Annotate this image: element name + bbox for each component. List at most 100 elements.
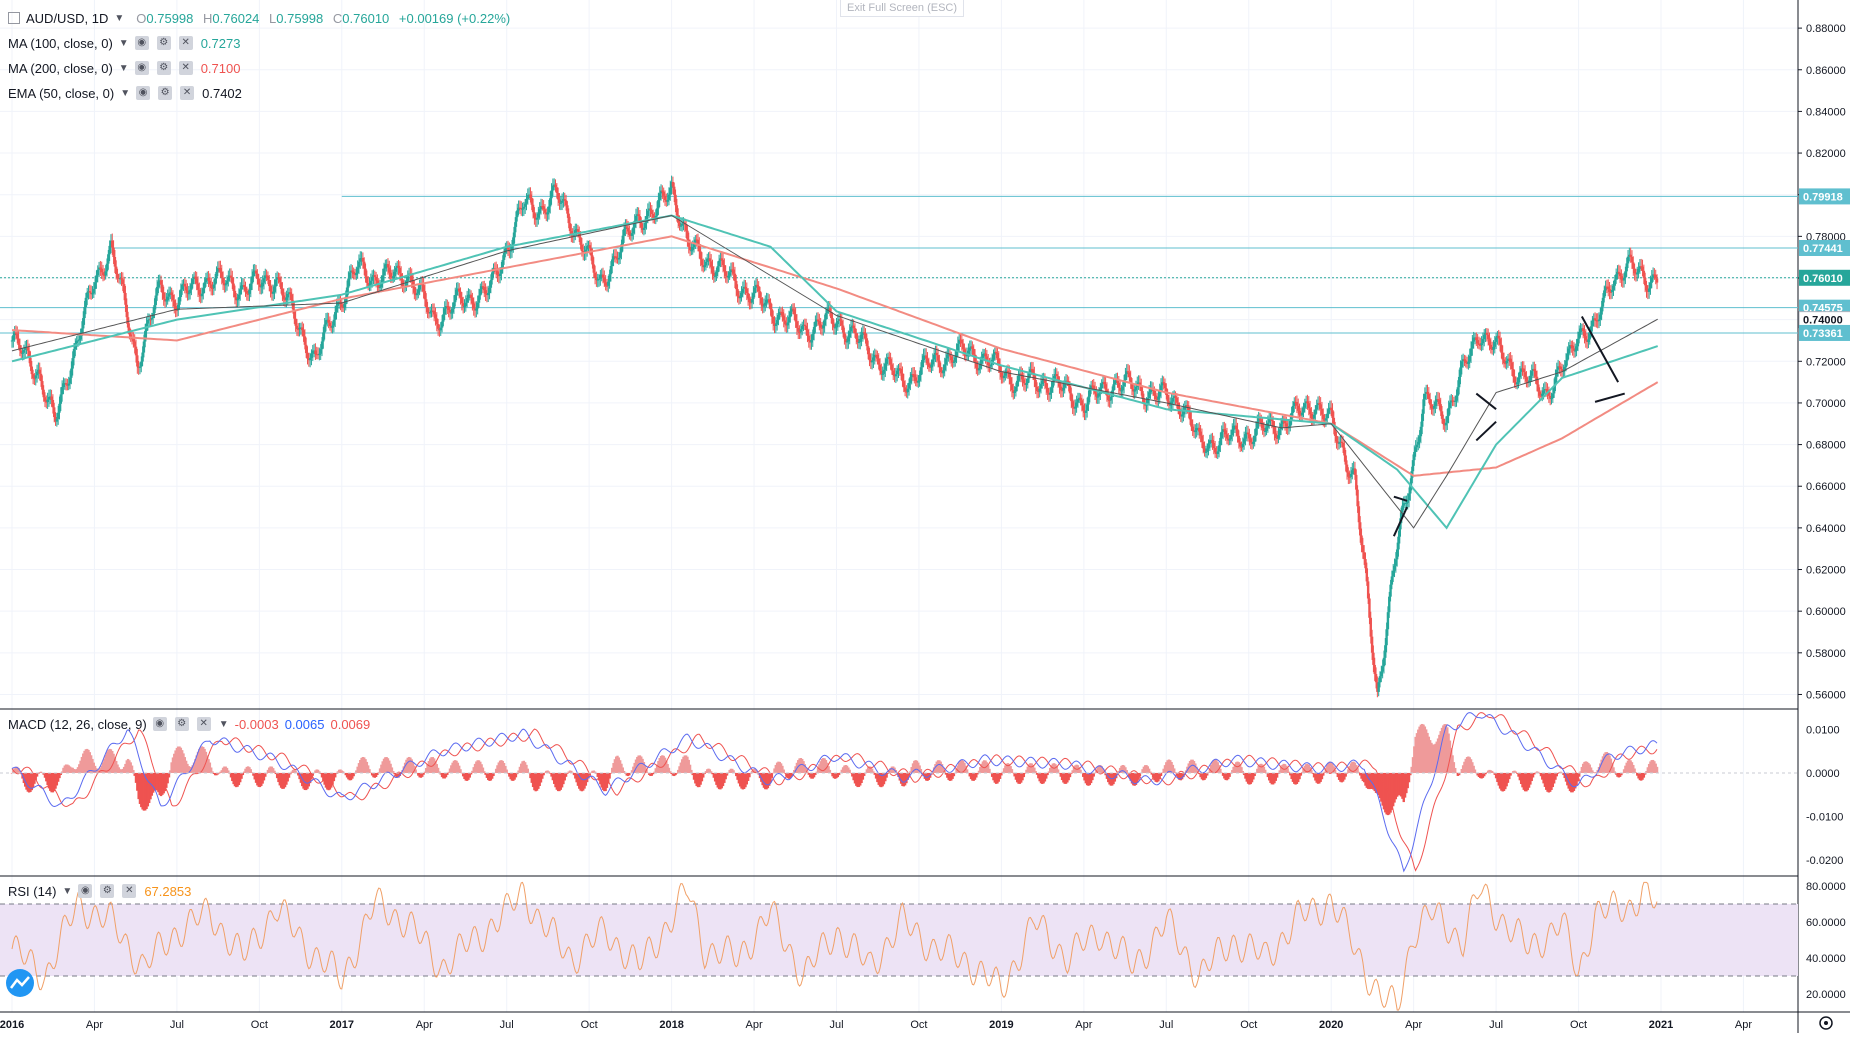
gear-icon[interactable]: ⚙ xyxy=(158,86,173,100)
candle-body xyxy=(328,322,332,327)
macd-histogram-bar xyxy=(1132,772,1135,786)
candle-body xyxy=(237,294,241,300)
macd-histogram-bar xyxy=(1378,772,1382,799)
macd-histogram-bar xyxy=(611,767,614,773)
candle-body xyxy=(1275,437,1279,439)
macd-histogram-bar xyxy=(539,772,543,783)
candle-body xyxy=(262,278,266,283)
settings-gear-icon[interactable] xyxy=(1819,1016,1833,1030)
indicator-label: MA (100, close, 0) xyxy=(8,35,113,51)
macd-histogram-bar xyxy=(1636,772,1639,776)
macd-histogram-bar xyxy=(279,772,283,788)
candle-body xyxy=(1599,314,1602,320)
candle-body xyxy=(954,357,957,362)
macd-histogram-bar xyxy=(1516,772,1519,774)
candle-body xyxy=(1610,289,1614,293)
macd-line xyxy=(11,712,1658,873)
candle-body xyxy=(1304,401,1308,404)
macd-histogram-bar xyxy=(147,772,151,804)
macd-histogram-bar xyxy=(1241,770,1245,773)
rsi-legend[interactable]: RSI (14) ▼ ◉ ⚙ ✕ 67.2853 xyxy=(8,881,191,901)
eye-icon[interactable]: ◉ xyxy=(136,86,151,100)
candle-body xyxy=(783,320,787,325)
chevron-down-icon[interactable]: ▼ xyxy=(62,885,73,897)
candle-body xyxy=(1159,385,1163,391)
macd-histogram-bar xyxy=(955,769,958,773)
close-icon[interactable]: ✕ xyxy=(178,36,193,50)
macd-histogram-bar xyxy=(277,772,280,783)
candle-body xyxy=(744,286,747,289)
candle-body xyxy=(537,213,540,218)
macd-histogram-bar xyxy=(92,762,95,773)
gear-icon[interactable]: ⚙ xyxy=(100,884,115,898)
macd-histogram-bar xyxy=(736,772,739,780)
symbol-title[interactable]: AUD/USD, 1D xyxy=(26,10,109,26)
macd-histogram-bar xyxy=(782,769,785,773)
candle-body xyxy=(1415,444,1419,448)
macd-histogram-bar xyxy=(158,772,161,796)
candle-body xyxy=(1583,331,1586,337)
candle-body xyxy=(1133,390,1136,392)
close-icon[interactable]: ✕ xyxy=(122,884,137,898)
candle-body xyxy=(444,306,448,309)
indicator-legend-ema50[interactable]: EMA (50, close, 0) ▼ ◉ ⚙ ✕ 0.7402 xyxy=(8,83,242,103)
candle-body xyxy=(975,361,978,368)
candle-body xyxy=(66,384,69,386)
candle-body xyxy=(1385,629,1388,646)
macd-histogram-bar xyxy=(1099,765,1102,773)
chevron-down-icon[interactable]: ▼ xyxy=(218,718,229,730)
chevron-down-icon[interactable]: ▼ xyxy=(118,62,129,74)
macd-histogram-bar xyxy=(617,757,621,773)
exit-fullscreen-button[interactable]: Exit Full Screen (ESC) xyxy=(840,0,965,17)
chevron-down-icon[interactable]: ▼ xyxy=(118,37,129,49)
close-icon[interactable]: ✕ xyxy=(180,86,195,100)
chevron-down-icon[interactable]: ▼ xyxy=(114,12,125,24)
candle-body xyxy=(1118,387,1122,391)
collapse-legend-icon[interactable] xyxy=(8,12,20,24)
macd-histogram-bar xyxy=(702,772,705,778)
macd-histogram-bar xyxy=(1166,760,1169,773)
candle-body xyxy=(913,374,916,378)
macd-histogram-bar xyxy=(1059,772,1062,777)
gear-icon[interactable]: ⚙ xyxy=(174,717,189,731)
eye-icon[interactable]: ◉ xyxy=(78,884,93,898)
macd-legend[interactable]: MACD (12, 26, close, 9) ◉ ⚙ ✕ ▼ -0.0003 0.… xyxy=(8,714,370,734)
eye-icon[interactable]: ◉ xyxy=(134,36,149,50)
candle-body xyxy=(377,285,380,288)
candle-body xyxy=(26,346,30,351)
gear-icon[interactable]: ⚙ xyxy=(156,61,171,75)
macd-histogram-bar xyxy=(1584,761,1588,773)
candle-body xyxy=(848,331,851,338)
macd-histogram-bar xyxy=(1485,772,1489,773)
indicator-legend-ma100[interactable]: MA (100, close, 0) ▼ ◉ ⚙ ✕ 0.7273 xyxy=(8,33,240,53)
macd-histogram-bar xyxy=(1054,764,1057,773)
close-icon[interactable]: ✕ xyxy=(178,61,193,75)
candle-body xyxy=(1293,401,1296,406)
gear-icon[interactable]: ⚙ xyxy=(156,36,171,50)
macd-histogram-bar xyxy=(1428,740,1432,773)
candle-body xyxy=(768,299,771,303)
candle-body xyxy=(910,374,913,378)
indicator-legend-ma200[interactable]: MA (200, close, 0) ▼ ◉ ⚙ ✕ 0.7100 xyxy=(8,58,240,78)
candle-body xyxy=(315,354,318,356)
macd-histogram-bar xyxy=(104,755,107,773)
time-tick-label: 2016 xyxy=(0,1019,24,1031)
macd-histogram-bar xyxy=(1571,772,1574,793)
macd-histogram-bar xyxy=(1021,772,1024,781)
candle-body xyxy=(1261,423,1264,429)
candle-body xyxy=(525,198,528,204)
chevron-down-icon[interactable]: ▼ xyxy=(120,87,131,99)
eye-icon[interactable]: ◉ xyxy=(152,717,167,731)
eye-icon[interactable]: ◉ xyxy=(134,61,149,75)
candle-body xyxy=(632,227,635,234)
macd-histogram-bar xyxy=(454,760,457,773)
close-icon[interactable]: ✕ xyxy=(196,717,211,731)
logo-mark xyxy=(10,976,30,989)
macd-histogram-bar xyxy=(220,770,223,773)
macd-histogram-bar xyxy=(314,770,317,773)
time-tick-label: Apr xyxy=(1735,1019,1752,1031)
macd-histogram-bar xyxy=(589,772,593,773)
macd-histogram-bar xyxy=(828,769,832,773)
